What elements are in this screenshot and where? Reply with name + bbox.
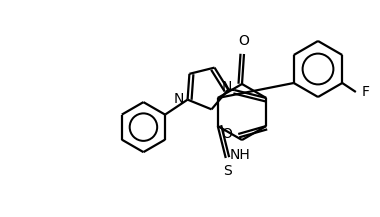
Text: N: N — [173, 92, 184, 106]
Text: NH: NH — [230, 148, 250, 162]
Text: S: S — [223, 164, 232, 178]
Text: O: O — [222, 127, 232, 141]
Text: N: N — [222, 80, 232, 94]
Text: O: O — [239, 34, 249, 48]
Text: F: F — [362, 85, 370, 99]
